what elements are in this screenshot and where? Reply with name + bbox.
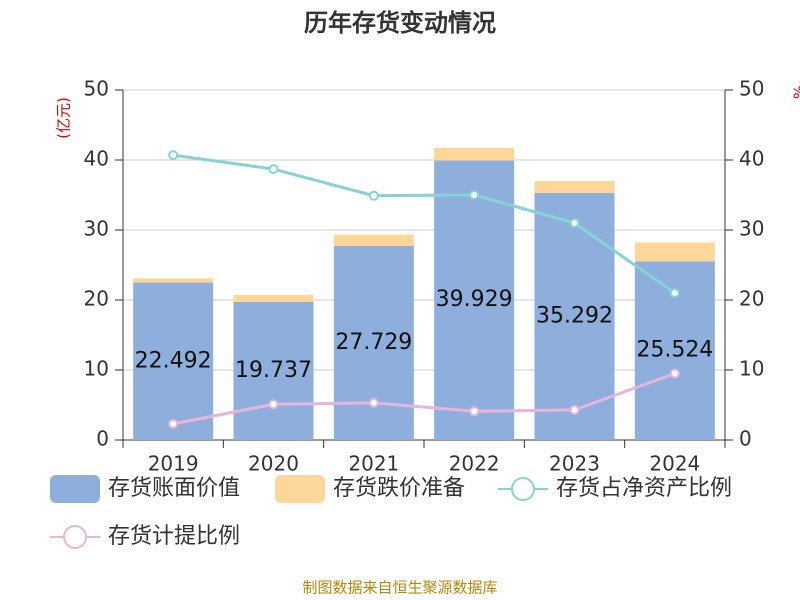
y-axis-label: (亿元) [55, 97, 73, 139]
y-tick-label: 20 [84, 287, 109, 311]
y2-tick-label: 0 [739, 427, 752, 451]
bar-value-label: 25.524 [636, 338, 713, 363]
bar [233, 301, 314, 440]
line-point [669, 368, 680, 379]
line-point [368, 397, 379, 408]
line-point [469, 406, 480, 417]
bar-value-label: 39.929 [436, 287, 513, 312]
y-tick-label: 40 [84, 147, 109, 171]
bar [534, 181, 615, 193]
legend-marker [511, 477, 535, 501]
y2-tick-label: 20 [739, 287, 764, 311]
bar [133, 282, 214, 440]
line-point [569, 218, 580, 228]
line [172, 153, 676, 295]
y-tick-label: 50 [84, 77, 109, 101]
bar [333, 234, 414, 246]
legend-label: 存货跌价准备 [333, 476, 465, 501]
y-tick-label: 30 [84, 217, 109, 241]
bar [434, 160, 515, 440]
y2-tick-label: 50 [739, 77, 764, 101]
footer: 制图数据来自恒生聚源数据库 [302, 579, 497, 597]
legend-label: 存货计提比例 [108, 524, 240, 549]
x-tick-label: 2020 [248, 452, 299, 476]
legend-label: 存货占净资产比例 [556, 476, 732, 501]
bar-value-label: 27.729 [335, 330, 412, 355]
chart-title: 历年存货变动情况 [304, 9, 496, 37]
legend-swatch [275, 475, 325, 503]
y2-tick-label: 40 [739, 147, 764, 171]
line-point [368, 190, 379, 201]
line-point [268, 399, 279, 410]
legend-swatch [50, 475, 100, 503]
bar [233, 294, 314, 302]
bar [634, 242, 715, 262]
line-point [268, 164, 279, 175]
x-tick-label: 2019 [148, 452, 199, 476]
legend-marker [63, 525, 87, 549]
line-point [168, 150, 179, 161]
line [172, 372, 676, 426]
bar [434, 147, 515, 161]
line-point [669, 288, 680, 298]
line-point [569, 404, 580, 415]
bar-value-label: 35.292 [536, 303, 613, 328]
y2-tick-label: 30 [739, 217, 764, 241]
x-tick-label: 2023 [549, 452, 600, 476]
y2-axis-label: % [791, 85, 800, 99]
y-tick-label: 10 [84, 357, 109, 381]
x-tick-label: 2022 [449, 452, 500, 476]
legend-label: 存货账面价值 [108, 476, 240, 501]
line-point [168, 418, 179, 429]
line-point [469, 190, 480, 200]
y2-tick-label: 10 [739, 357, 764, 381]
bar-value-label: 22.492 [135, 348, 212, 373]
bar-value-label: 19.737 [235, 358, 312, 383]
bar [133, 278, 214, 283]
y-tick-label: 0 [96, 427, 109, 451]
x-tick-label: 2021 [348, 452, 399, 476]
x-tick-label: 2024 [649, 452, 700, 476]
